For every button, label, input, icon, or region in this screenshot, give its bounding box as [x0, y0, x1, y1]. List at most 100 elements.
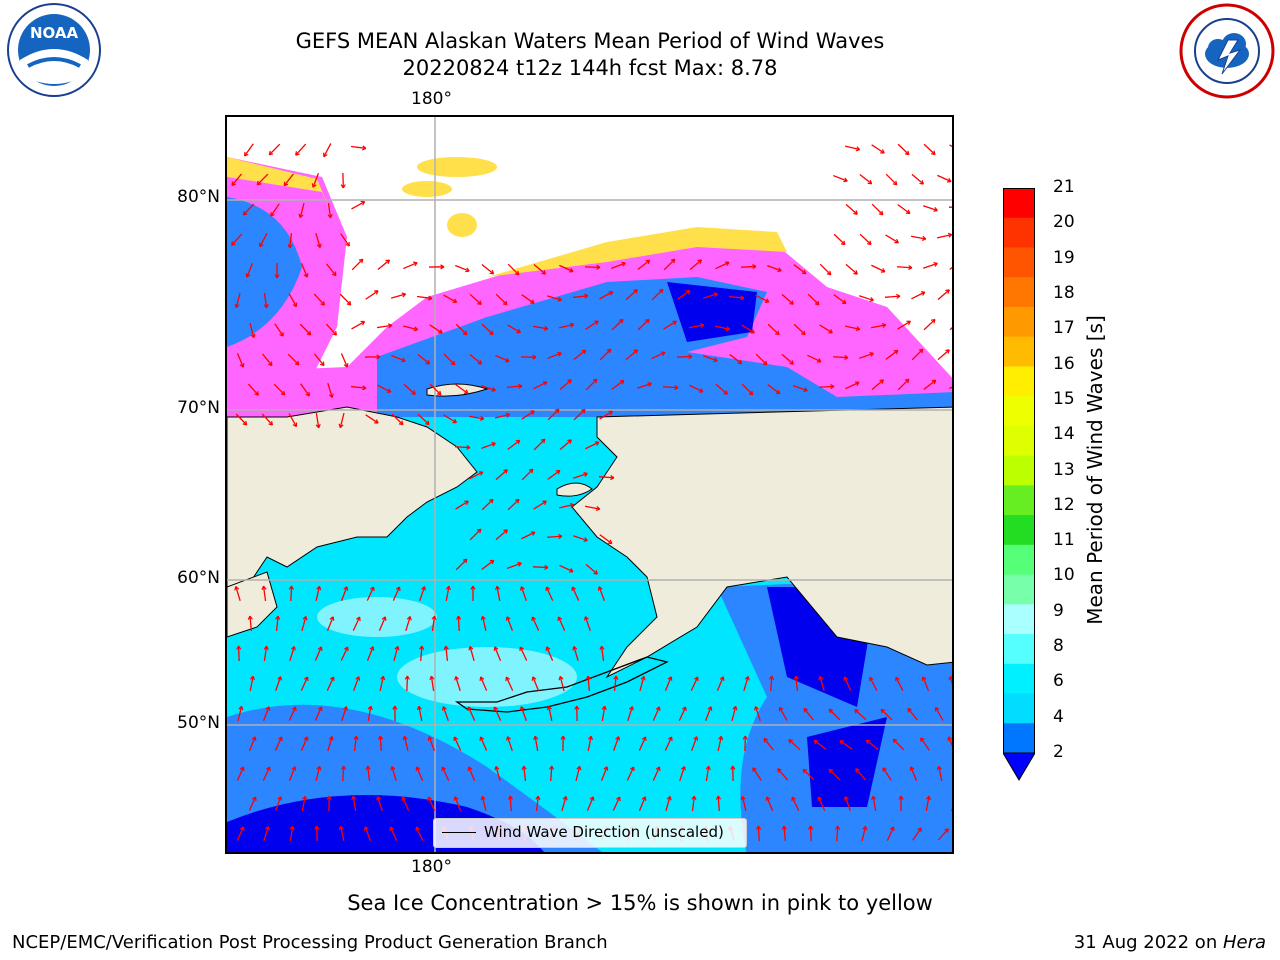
wave-arrow-shaft: [481, 616, 487, 632]
wave-arrow-shaft: [843, 676, 852, 691]
wave-arrow-head: [263, 645, 269, 651]
wave-arrow-head: [670, 258, 676, 264]
wave-arrow-shaft: [406, 675, 409, 692]
wave-arrow-shaft: [327, 202, 332, 218]
wave-arrow-head: [931, 379, 937, 385]
wave-arrow-shaft: [249, 322, 255, 338]
wave-arrow-shaft: [351, 201, 365, 210]
wave-arrow-shaft: [702, 293, 718, 299]
wave-arrow-head: [440, 264, 445, 270]
wave-arrow-shaft: [599, 348, 612, 361]
colorbar-band: [1003, 455, 1035, 486]
wave-arrow-shaft: [885, 173, 898, 186]
wave-arrow-head: [789, 360, 794, 365]
wave-arrow-head: [603, 766, 609, 771]
wave-arrow-head: [855, 146, 861, 152]
wave-arrow-head: [274, 274, 280, 279]
wave-arrow-shaft: [870, 324, 886, 329]
wave-arrow-shaft: [443, 294, 457, 303]
wave-arrow-shaft: [855, 768, 867, 781]
wave-arrow-head: [930, 150, 936, 156]
wave-arrow-head: [250, 333, 256, 339]
wave-arrow-shaft: [767, 384, 781, 395]
wave-arrow-head: [540, 438, 546, 444]
wave-arrow-head: [740, 295, 745, 301]
wave-arrow-shaft: [922, 676, 930, 691]
wave-arrow-head: [467, 766, 473, 771]
wave-arrow-shaft: [585, 441, 600, 450]
wave-arrow-shaft: [430, 676, 435, 692]
wave-arrow-shaft: [793, 323, 806, 336]
wave-arrow-head: [302, 795, 308, 801]
wave-arrow-head: [808, 825, 814, 830]
wave-arrow-shaft: [626, 766, 635, 781]
wave-arrow-shaft: [340, 646, 349, 661]
wave-arrow-shaft: [703, 355, 718, 362]
wave-arrow-shaft: [429, 383, 442, 396]
map-svg: [227, 117, 952, 852]
wave-arrow-shaft: [637, 259, 651, 270]
wave-arrow-shaft: [599, 534, 613, 545]
wave-arrow-head: [244, 151, 249, 157]
wave-arrow-shaft: [533, 263, 546, 275]
wave-arrow-shaft: [469, 646, 475, 662]
wave-arrow-shaft: [600, 646, 605, 662]
colorbar-tick-label: 12: [1053, 494, 1075, 515]
wave-arrow-head: [239, 766, 245, 771]
wave-arrow-head: [892, 738, 898, 744]
wave-arrow-head: [641, 736, 647, 742]
wave-arrow-head: [401, 796, 407, 801]
wave-arrow-shaft: [533, 381, 548, 390]
wave-arrow-head: [376, 354, 381, 360]
wave-arrow-shaft: [547, 408, 560, 421]
wave-arrow-shaft: [507, 324, 521, 334]
wave-arrow-shaft: [242, 203, 255, 216]
wave-arrow-shaft: [558, 504, 574, 509]
wave-arrow-head: [854, 381, 860, 387]
wave-arrow-shaft: [884, 295, 901, 298]
wave-arrow-shaft: [365, 414, 379, 424]
wave-arrow-head: [596, 264, 601, 270]
wave-arrow-head: [256, 180, 262, 186]
wave-arrow-shaft: [327, 382, 333, 398]
wave-arrow-head: [505, 616, 511, 621]
wave-arrow-head: [343, 706, 348, 711]
wave-arrow-shaft: [481, 498, 494, 511]
colorbar-band: [1003, 723, 1035, 754]
wave-arrow-shaft: [925, 796, 930, 812]
wave-arrow-shaft: [275, 676, 282, 691]
wave-arrow-shaft: [428, 736, 436, 751]
wave-arrow-shaft: [575, 766, 581, 782]
wave-arrow-shaft: [288, 766, 296, 781]
wave-arrow-shaft: [506, 736, 513, 751]
wave-arrow-head: [607, 539, 613, 545]
colorbar-tick-label: 14: [1053, 424, 1075, 445]
wave-arrow-shaft: [819, 676, 825, 692]
wave-arrow-head: [742, 735, 748, 740]
wave-arrow-shaft: [625, 289, 638, 301]
wave-arrow-head: [834, 825, 841, 830]
wave-arrow-shaft: [377, 259, 390, 271]
wave-arrow-head: [880, 268, 886, 273]
wave-arrow-shaft: [598, 586, 606, 601]
lat-label-70: 70°N: [177, 398, 220, 418]
wave-arrow-shaft: [677, 290, 691, 300]
wave-arrow-head: [894, 238, 899, 244]
wave-arrow-head: [933, 207, 938, 212]
wave-arrow-shaft: [584, 505, 600, 510]
wave-arrow-head: [613, 675, 619, 680]
wave-arrow-shaft: [403, 262, 418, 270]
wave-arrow-head: [236, 645, 242, 650]
colorbar-tick-label: 11: [1053, 530, 1075, 551]
wave-arrow-shaft: [546, 646, 554, 661]
wave-arrow-head: [867, 179, 873, 185]
wave-arrow-shaft: [948, 206, 952, 208]
wave-arrow-head: [489, 330, 494, 336]
wave-arrow-shaft: [865, 739, 879, 750]
wave-arrow-head: [411, 390, 416, 395]
wave-arrow-head: [843, 177, 848, 183]
wave-arrow-head: [814, 300, 820, 306]
colorbar-outline: [1003, 188, 1035, 754]
colorbar-band: [1003, 396, 1035, 427]
wave-arrow-head: [291, 706, 297, 712]
